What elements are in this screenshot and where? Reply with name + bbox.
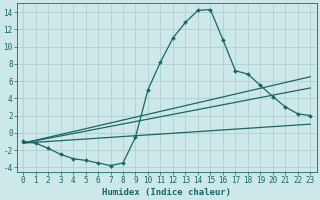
X-axis label: Humidex (Indice chaleur): Humidex (Indice chaleur) bbox=[102, 188, 231, 197]
